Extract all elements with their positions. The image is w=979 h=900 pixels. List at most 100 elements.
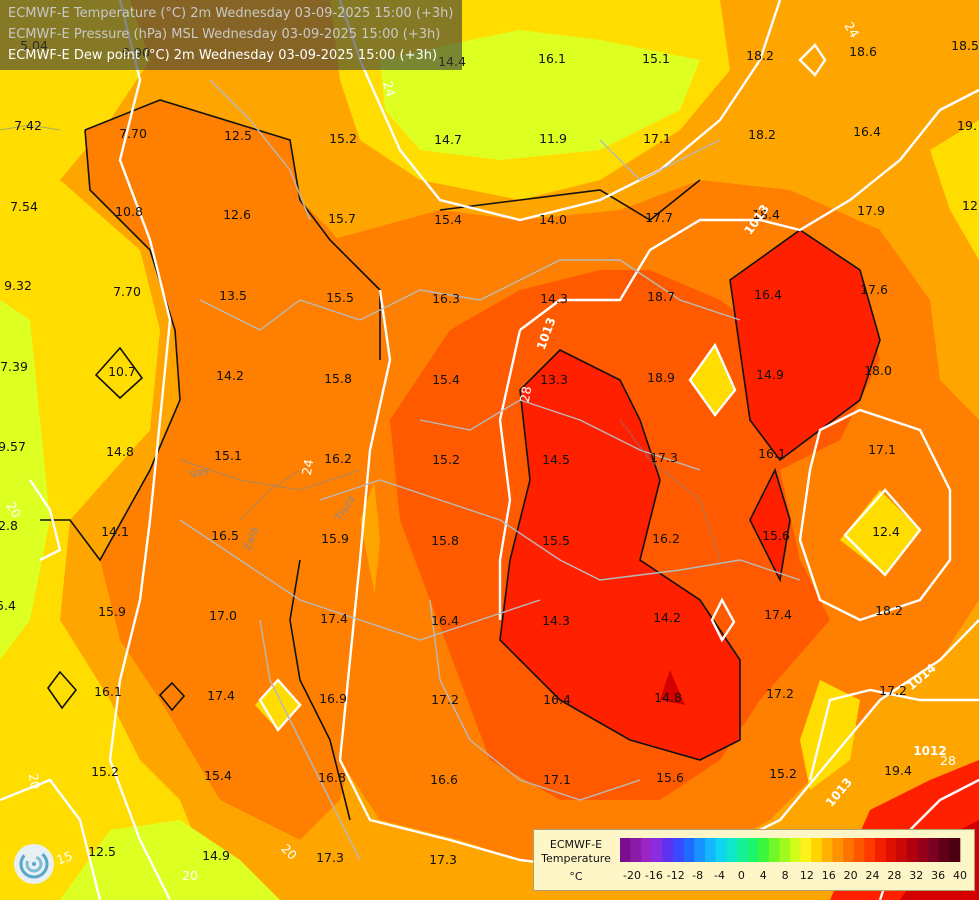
- scale-swatch: [843, 838, 855, 862]
- river-line: [179, 459, 361, 491]
- dewpoint-value: 14.9: [756, 367, 784, 382]
- dewpoint-title: ECMWF-E Dew point (°C) 2m Wednesday 03-0…: [8, 48, 438, 63]
- scale-tick: -20: [623, 869, 641, 882]
- dewpoint-value: 16.2: [652, 531, 680, 546]
- scale-swatch: [662, 838, 674, 862]
- dewpoint-value: 19.4: [884, 763, 912, 778]
- dewpoint-value: 15.2: [769, 766, 797, 781]
- dewpoint-value: 17.3: [316, 850, 344, 865]
- scale-tick: 0: [738, 869, 745, 882]
- scale-swatch: [832, 838, 844, 862]
- scale-swatch: [928, 838, 940, 862]
- dewpoint-value: 14.3: [540, 291, 568, 306]
- scale-bar: -20 -16 -12 -8 -4 0 4 8 12 16 20 24 28 32 36 40: [620, 838, 967, 882]
- scale-swatch: [811, 838, 823, 862]
- dewpoint-value: 16.4: [853, 124, 881, 139]
- scale-swatch: [790, 838, 801, 862]
- dewpoint-value: 10.7: [108, 364, 136, 379]
- logo-swirl-icon: [19, 849, 49, 879]
- dewpoint-value: 15.2: [329, 131, 357, 146]
- dewpoint-value: 15.9: [321, 531, 349, 546]
- border-line: [209, 79, 311, 221]
- dewpoint-value: 17.2: [879, 683, 907, 698]
- scale-swatch: [779, 838, 791, 862]
- isobar-line: [798, 408, 952, 622]
- dewpoint-value: 13.5: [219, 288, 247, 303]
- scale-swatch: [800, 838, 812, 862]
- scale-tick: 20: [844, 869, 858, 882]
- dewpoint-value: 17.3: [650, 450, 678, 465]
- dewpoint-value: 17.4: [320, 611, 348, 626]
- dewpoint-value: 15.8: [324, 371, 352, 386]
- dewpoint-value: 12: [962, 198, 978, 213]
- contour-line: [40, 129, 181, 562]
- dewpoint-value: 14.5: [542, 452, 570, 467]
- scale-tick: -4: [714, 869, 725, 882]
- dewpoint-value: 16.5: [211, 528, 239, 543]
- temp-contour-value: 20: [26, 772, 44, 790]
- isobar-line: [338, 0, 782, 222]
- dewpoint-value: 15.8: [431, 533, 459, 548]
- dewpoint-value: 14.0: [539, 212, 567, 227]
- dewpoint-value: 17.0: [209, 608, 237, 623]
- dewpoint-value: 16.9: [319, 691, 347, 706]
- dewpoint-value: 14.8: [106, 444, 134, 459]
- dewpoint-value: 16.4: [431, 613, 459, 628]
- contour-line: [289, 559, 351, 821]
- scale-tick: -8: [692, 869, 703, 882]
- dewpoint-value: 14.9: [202, 848, 230, 863]
- dewpoint-value: 17.4: [207, 688, 235, 703]
- scale-tick: 8: [782, 869, 789, 882]
- dewpoint-value: 14.8: [654, 690, 682, 705]
- scale-swatches: [620, 838, 961, 862]
- dewpoint-value: 16.4: [543, 692, 571, 707]
- dewpoint-value: 17.1: [643, 131, 671, 146]
- isobar-line: [808, 688, 979, 781]
- temp-lime-south: [60, 820, 280, 900]
- scale-variable: Temperature: [541, 852, 611, 865]
- color-scale-legend: ECMWF-E Temperature °C -20 -16 -12 -8 -4 0 4 8 1…: [533, 829, 975, 891]
- temp-contour-value: 28: [940, 753, 956, 768]
- contour-line: [158, 681, 186, 712]
- temp-contour-value: 15: [54, 848, 74, 868]
- scale-swatch: [747, 838, 759, 862]
- dewpoint-value: 5.4: [0, 598, 16, 613]
- dewpoint-value: 15.5: [542, 533, 570, 548]
- temp-yellow-east: [840, 490, 920, 575]
- river-line: [0, 124, 61, 131]
- isobar-line: [688, 342, 737, 417]
- scale-swatch: [896, 838, 908, 862]
- isobar-line: [338, 289, 979, 872]
- contour-line: [499, 349, 741, 761]
- scale-swatch: [726, 838, 738, 862]
- dewpoint-value: 14.1: [101, 524, 129, 539]
- scale-tick-labels: -20 -16 -12 -8 -4 0 4 8 12 16 20 24 28 32 36 40: [623, 869, 967, 882]
- dewpoint-value: 18.6: [849, 44, 877, 59]
- temp-contour-value: 28: [517, 385, 535, 403]
- border-line: [199, 259, 741, 331]
- dewpoint-value: 14.3: [542, 613, 570, 628]
- temp-yellow-northeast: [930, 120, 979, 260]
- contour-line: [729, 229, 881, 462]
- dewpoint-value: 18.5: [951, 38, 979, 53]
- scale-swatch: [630, 838, 642, 862]
- dewpoint-value: 7.70: [119, 126, 147, 141]
- contour-line: [47, 670, 78, 710]
- dewpoint-value: 17.9: [857, 203, 885, 218]
- dewpoint-value: 2.8: [0, 518, 18, 533]
- scale-title: ECMWF-E Temperature: [534, 838, 618, 866]
- isobar-line: [519, 88, 979, 331]
- dewpoint-value: 14.7: [434, 132, 462, 147]
- isobar-line: [108, 0, 172, 900]
- dewpoint-value: 15.7: [328, 211, 356, 226]
- dewpoint-value: 12.4: [872, 524, 900, 539]
- temp-contour-value: 24: [841, 19, 862, 40]
- scale-model: ECMWF-E: [549, 838, 603, 851]
- dewpoint-value: 18.4: [752, 207, 780, 222]
- temp-lime-west: [0, 300, 50, 660]
- scale-tick: 28: [887, 869, 901, 882]
- dewpoint-value: 13.3: [540, 372, 568, 387]
- scale-swatch: [917, 838, 929, 862]
- pressure-title: ECMWF-E Pressure (hPa) MSL Wednesday 03-…: [8, 27, 441, 42]
- border-line: [419, 399, 701, 471]
